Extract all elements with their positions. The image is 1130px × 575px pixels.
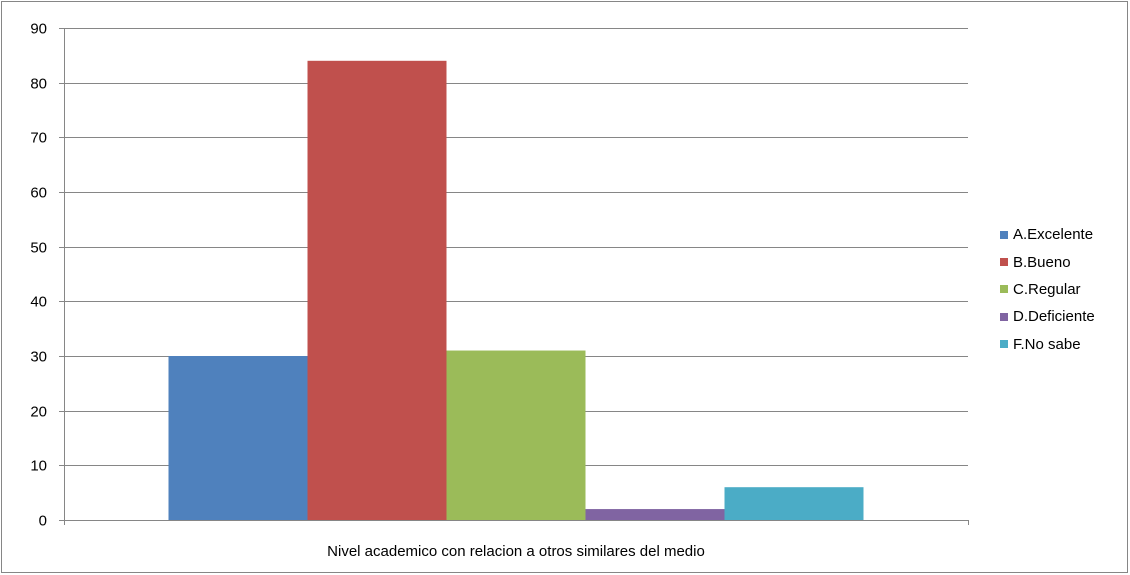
legend-swatch bbox=[1000, 230, 1008, 239]
axes bbox=[64, 28, 969, 525]
legend-swatch bbox=[1000, 312, 1008, 321]
legend: A.Excelente B.Bueno C.Regular D.Deficiente F… bbox=[1000, 221, 1095, 358]
legend-label: B.Bueno bbox=[1013, 253, 1071, 271]
bars bbox=[168, 60, 864, 521]
legend-swatch bbox=[1000, 285, 1008, 294]
legend-label: A.Excelente bbox=[1013, 226, 1094, 244]
legend-swatch bbox=[1000, 340, 1008, 349]
y-tick-label: 80 bbox=[30, 76, 47, 93]
bar-c-regular bbox=[446, 350, 586, 520]
y-tick-label: 40 bbox=[30, 294, 47, 311]
y-tick-label: 10 bbox=[30, 458, 47, 475]
bar-d-deficiente bbox=[585, 509, 725, 520]
category-label: Nivel academico con relacion a otros sim… bbox=[327, 543, 705, 560]
legend-label: C.Regular bbox=[1013, 280, 1081, 298]
legend-item: D.Deficiente bbox=[1000, 303, 1095, 330]
bar-a-excelente bbox=[168, 356, 308, 520]
y-tick-label: 0 bbox=[39, 513, 47, 530]
y-tick-label: 90 bbox=[30, 21, 47, 38]
legend-item: F.No sabe bbox=[1000, 331, 1095, 358]
bar-f-no-sabe bbox=[724, 487, 864, 520]
y-tick-label: 20 bbox=[30, 404, 47, 421]
y-tick-label: 50 bbox=[30, 240, 47, 257]
y-axis-ticks: 0 10 20 30 40 50 60 70 80 90 bbox=[30, 21, 47, 530]
y-tick-label: 60 bbox=[30, 185, 47, 202]
legend-item: B.Bueno bbox=[1000, 248, 1095, 275]
legend-swatch bbox=[1000, 258, 1008, 267]
legend-item: C.Regular bbox=[1000, 276, 1095, 303]
legend-label: D.Deficiente bbox=[1013, 308, 1095, 326]
bar-b-bueno bbox=[307, 60, 447, 521]
legend-label: F.No sabe bbox=[1013, 335, 1081, 353]
y-tick-label: 30 bbox=[30, 349, 47, 366]
y-tick-label: 70 bbox=[30, 130, 47, 147]
legend-item: A.Excelente bbox=[1000, 221, 1095, 248]
